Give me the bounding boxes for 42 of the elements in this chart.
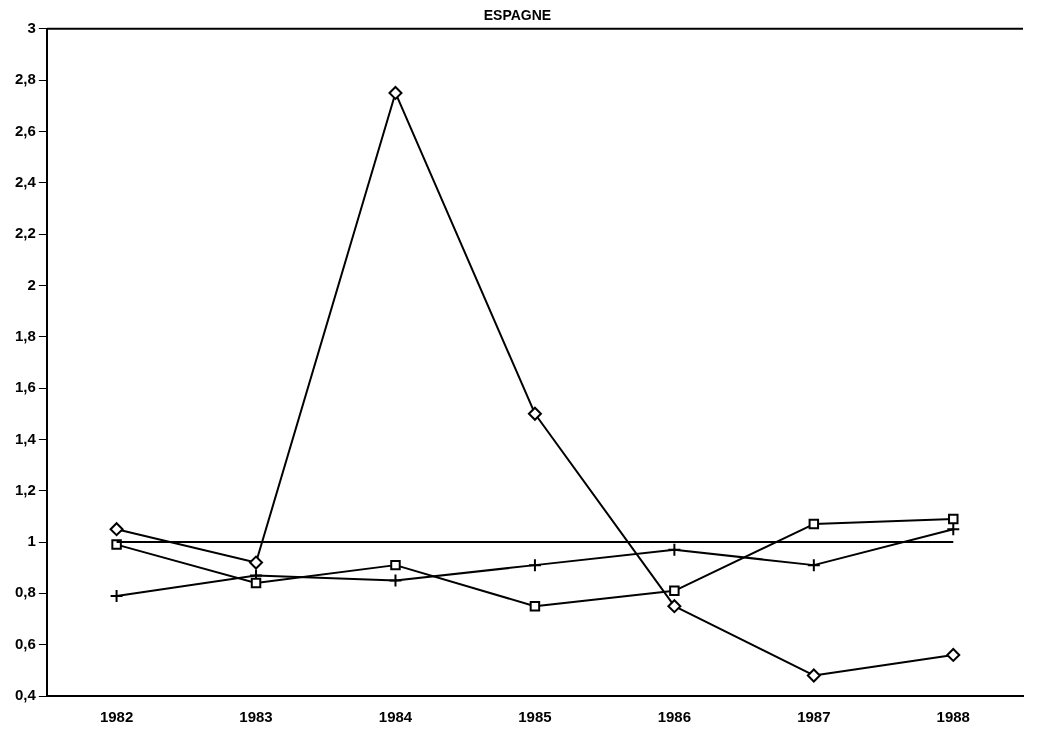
- x-tick-label: 1983: [239, 708, 273, 726]
- x-tick-label: 1985: [518, 708, 552, 726]
- point: [806, 558, 821, 573]
- y-tick-label: 1,2: [14, 480, 36, 498]
- point: [390, 559, 401, 571]
- y-tick-label: 3: [27, 18, 36, 36]
- y-tick-label: 1,4: [14, 429, 37, 447]
- y-tick-label: 1: [27, 532, 36, 550]
- y-tick-label: 0,6: [14, 634, 36, 652]
- y-tick-label: 1,6: [14, 378, 36, 396]
- x-tick-label: 1984: [378, 708, 413, 726]
- point: [111, 539, 122, 550]
- x-tick-label: 1986: [657, 708, 692, 726]
- point: [109, 588, 124, 603]
- point: [669, 585, 680, 597]
- y-tick-label: 0,4: [14, 686, 37, 704]
- point: [529, 600, 541, 612]
- point: [667, 599, 682, 614]
- chart-title: ESPAGNE: [483, 7, 552, 24]
- x-tick-label: 1987: [797, 708, 831, 726]
- point: [527, 406, 542, 421]
- point: [946, 647, 961, 662]
- point: [667, 542, 682, 557]
- y-tick-label: 2,8: [14, 70, 36, 88]
- x-tick-label: 1988: [936, 708, 970, 726]
- point: [250, 577, 262, 589]
- y-tick-label: 2,6: [14, 121, 36, 139]
- point: [527, 558, 542, 573]
- x-tick-label: 1982: [99, 708, 134, 726]
- y-tick-label: 2,4: [14, 172, 37, 190]
- y-tick-label: 1,8: [14, 326, 36, 344]
- point: [948, 513, 959, 525]
- y-tick-label: 2,2: [14, 224, 36, 242]
- y-tick-label: 0,8: [14, 583, 36, 601]
- point: [109, 522, 124, 537]
- point: [388, 85, 403, 100]
- y-tick-label: 2: [27, 275, 36, 293]
- point: [806, 668, 821, 683]
- point: [946, 522, 961, 537]
- point: [249, 555, 264, 570]
- point: [808, 518, 820, 530]
- point: [388, 573, 403, 588]
